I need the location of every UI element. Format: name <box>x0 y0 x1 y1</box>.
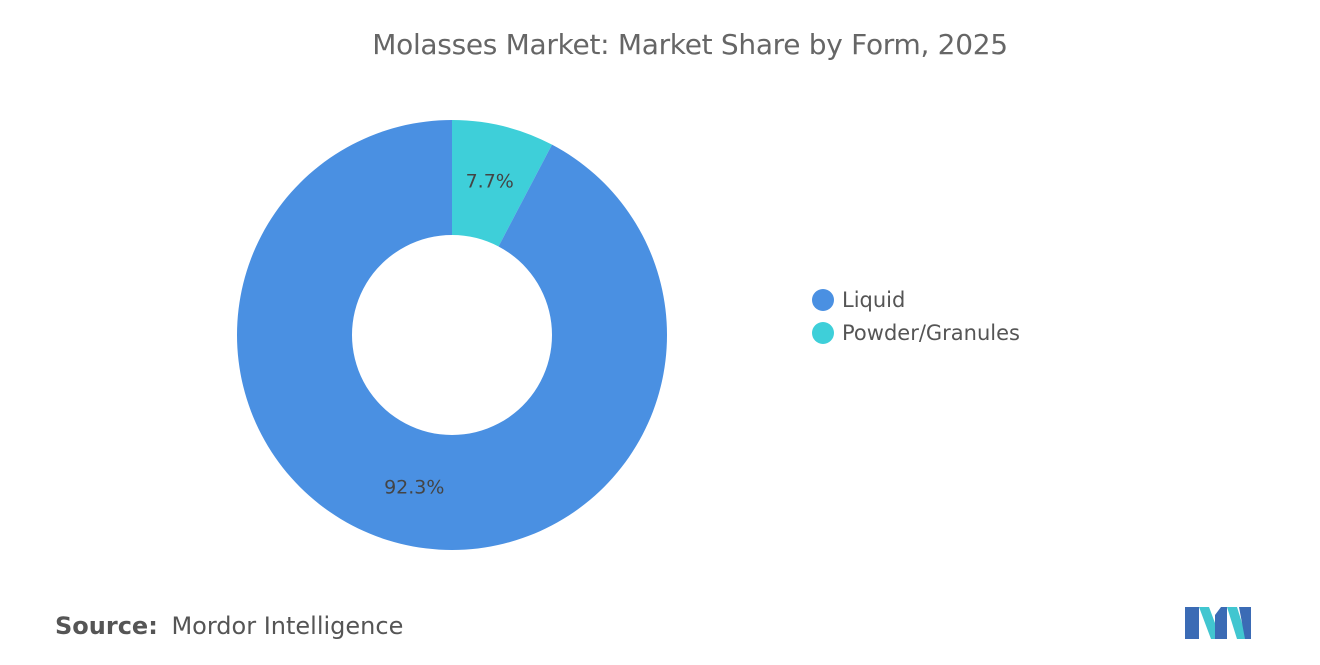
data-label-powder-granules: 7.7% <box>466 171 514 193</box>
legend-swatch-powder-granules <box>812 321 834 344</box>
chart-legend: Liquid Powder/Granules <box>812 283 1020 349</box>
source-name: Mordor Intelligence <box>171 612 404 640</box>
legend-item-powder-granules: Powder/Granules <box>812 316 1020 349</box>
source-note: Source: Mordor Intelligence <box>55 612 403 640</box>
legend-label-powder-granules: Powder/Granules <box>842 320 1020 345</box>
donut-chart: 7.7% 92.3% <box>237 120 668 550</box>
mordor-intelligence-logo <box>1185 607 1251 639</box>
legend-item-liquid: Liquid <box>812 283 1020 316</box>
slice-powder-granules <box>452 120 553 247</box>
chart-title: Molasses Market: Market Share by Form, 2… <box>372 28 1008 61</box>
data-label-liquid: 92.3% <box>384 476 444 498</box>
legend-label-liquid: Liquid <box>842 287 906 312</box>
slice-liquid <box>237 120 668 550</box>
legend-swatch-liquid <box>812 288 834 311</box>
source-prefix: Source: <box>55 612 158 640</box>
